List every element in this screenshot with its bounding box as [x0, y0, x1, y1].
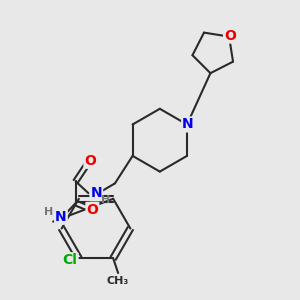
Text: O: O — [224, 28, 236, 43]
Text: Cl: Cl — [63, 253, 77, 267]
Text: H: H — [44, 207, 53, 217]
Text: O: O — [86, 203, 98, 217]
Text: CH₃: CH₃ — [107, 276, 129, 286]
Text: H: H — [101, 195, 111, 205]
Text: O: O — [85, 154, 96, 168]
Text: N: N — [55, 210, 67, 224]
Text: N: N — [91, 186, 102, 200]
Text: N: N — [182, 118, 194, 131]
